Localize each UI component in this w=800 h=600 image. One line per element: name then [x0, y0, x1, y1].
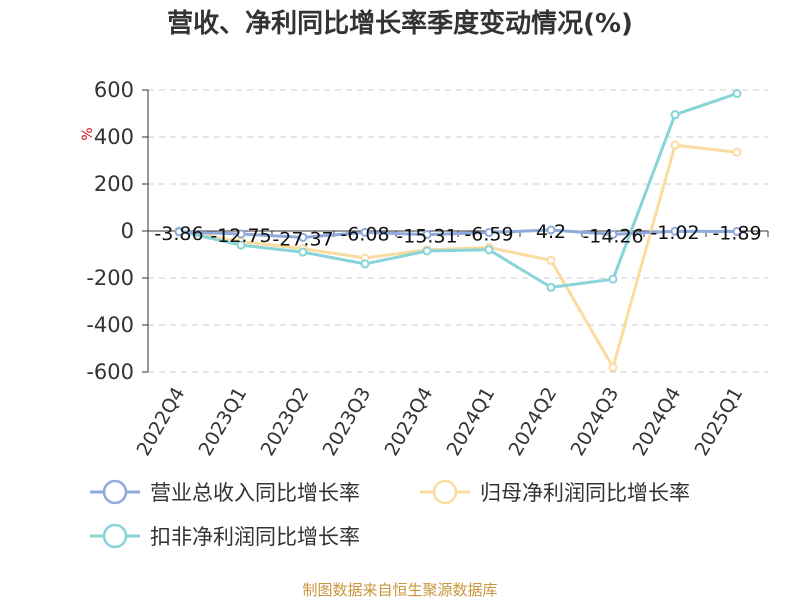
data-point — [608, 362, 618, 372]
data-point — [422, 230, 432, 240]
data-source-note: 制图数据来自恒生聚源数据库 — [302, 581, 497, 599]
y-tick-label: 0 — [121, 219, 134, 243]
data-point — [298, 247, 308, 257]
x-tick-label: 2024Q4 — [629, 384, 686, 460]
data-point — [732, 147, 742, 157]
data-point — [236, 229, 246, 239]
data-point — [174, 227, 184, 237]
data-label: -3.86 — [154, 223, 203, 245]
y-tick-label: -200 — [86, 266, 134, 290]
data-label: -6.59 — [464, 224, 513, 246]
data-label: -14.26 — [582, 225, 643, 247]
y-tick-label: -400 — [86, 313, 134, 337]
legend-marker — [102, 523, 128, 549]
data-point — [608, 229, 618, 239]
data-point — [236, 240, 246, 250]
x-tick-label: 2022Q4 — [133, 384, 190, 460]
data-label: -12.75 — [210, 225, 271, 247]
data-label: 4.2 — [536, 221, 566, 243]
data-point — [360, 227, 370, 237]
x-tick-label: 2023Q1 — [195, 384, 252, 460]
data-label: -1.89 — [712, 222, 761, 244]
data-point — [546, 225, 556, 235]
data-point — [546, 282, 556, 292]
series-line — [178, 143, 738, 369]
y-tick-label: 400 — [94, 125, 134, 149]
data-point — [422, 246, 432, 256]
data-point — [546, 255, 556, 265]
legend-item[interactable]: 营业总收入同比增长率 — [90, 479, 360, 505]
data-label: -27.37 — [272, 228, 333, 250]
data-point — [484, 228, 494, 238]
x-tick-label: 2023Q3 — [319, 384, 376, 460]
x-tick-label: 2024Q2 — [505, 384, 562, 460]
data-point — [608, 274, 618, 284]
data-point — [670, 226, 680, 236]
data-point — [670, 110, 680, 120]
x-tick-label: 2025Q1 — [691, 384, 748, 460]
legend-marker — [102, 479, 128, 505]
y-axis-unit: % — [80, 127, 96, 140]
legend-label: 营业总收入同比增长率 — [150, 481, 360, 505]
data-point — [732, 89, 742, 99]
data-point — [484, 245, 494, 255]
data-label: -6.08 — [340, 223, 389, 245]
legend-label: 归母净利润同比增长率 — [480, 481, 690, 505]
x-tick-label: 2024Q3 — [567, 384, 624, 460]
x-tick-label: 2024Q1 — [443, 384, 500, 460]
data-label: -15.31 — [396, 226, 457, 248]
legend-item[interactable]: 扣非净利润同比增长率 — [90, 523, 360, 549]
y-tick-label: -600 — [86, 360, 134, 384]
legend-marker — [432, 479, 458, 505]
series-line — [178, 92, 738, 289]
data-point — [298, 232, 308, 242]
legend-label: 扣非净利润同比增长率 — [150, 525, 360, 549]
chart-title: 营收、净利同比增长率季度变动情况(%) — [167, 8, 633, 39]
data-label: -1.02 — [650, 222, 699, 244]
data-point — [732, 226, 742, 236]
legend-item[interactable]: 归母净利润同比增长率 — [420, 479, 690, 505]
x-tick-label: 2023Q2 — [257, 384, 314, 460]
data-point — [670, 140, 680, 150]
y-tick-label: 600 — [94, 78, 134, 102]
data-point — [360, 259, 370, 269]
series-line — [178, 228, 738, 239]
y-tick-label: 200 — [94, 172, 134, 196]
x-tick-label: 2023Q4 — [381, 384, 438, 460]
